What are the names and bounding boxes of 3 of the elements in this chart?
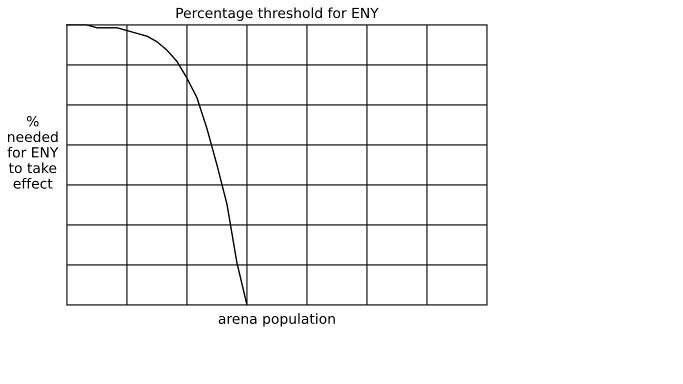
y-axis-title: % needed for ENY to take effect [8, 116, 58, 189]
x-axis-title: arena population [218, 313, 335, 327]
chart-title: Percentage threshold for ENY [176, 7, 379, 21]
